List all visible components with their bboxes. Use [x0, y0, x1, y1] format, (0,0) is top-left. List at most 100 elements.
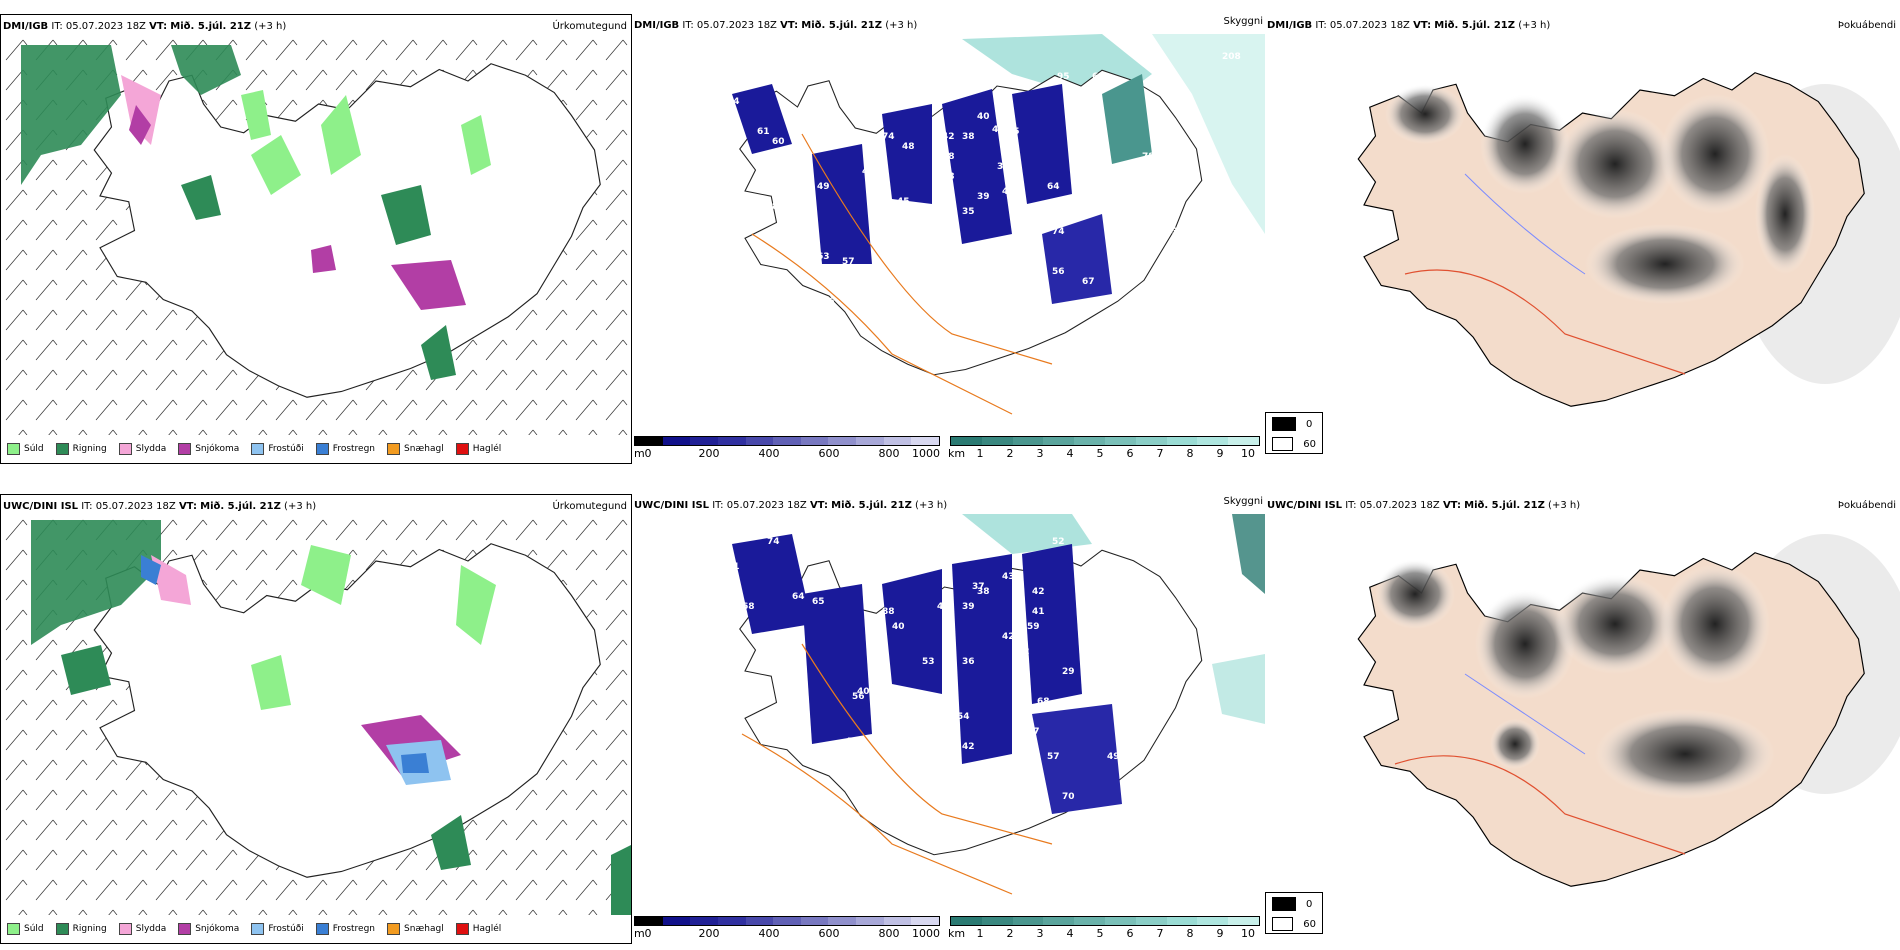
cloud-label: 86 [1187, 167, 1200, 177]
cloud-label: 171 [1027, 307, 1046, 317]
cloud-label: 70 [1062, 792, 1075, 802]
tick-label: 200 [698, 447, 720, 460]
cloud-label: 47 [880, 227, 893, 237]
cloud-label: 84 [1087, 127, 1100, 137]
cloud-label: 38 [1162, 172, 1175, 182]
cloud-label: 74 [767, 537, 780, 547]
cloud-label: 48 [902, 142, 915, 152]
cloud-label: 43 [1002, 187, 1015, 197]
fog-map-bottom [1265, 514, 1900, 914]
cloud-label: 42 [1057, 342, 1070, 352]
cloud-label: 77 [1092, 107, 1105, 117]
colorbar-cell [951, 917, 982, 925]
cloud-label: 40 [942, 617, 955, 627]
tick-label: 6 [1126, 447, 1134, 460]
fog-map-top [1265, 34, 1900, 434]
cloud-label: 38 [997, 162, 1010, 172]
precip-type-heading-bottom: Úrkomutegund [552, 501, 627, 512]
legend-item: Snjókoma [178, 443, 239, 455]
cloud-label: 49 [817, 182, 830, 192]
legend-swatch [178, 923, 192, 935]
cloud-label: 43 [832, 277, 845, 287]
cloud-label: 47 [907, 224, 920, 234]
legend-item: Haglél [455, 443, 501, 455]
fog-title-top: DMI/IGB IT: 05.07.2023 18Z VT: Mið. 5.jú… [1267, 20, 1551, 31]
legend-item: Snæhagl [387, 443, 444, 455]
cloud-label: 54 [957, 712, 970, 722]
colorbar-cell [717, 917, 746, 925]
cloud-label: 35 [962, 207, 975, 217]
colorbar-cell [717, 437, 746, 445]
cloud-base-colorbar-top: m 0 200 400 600 800 1000 [634, 436, 940, 460]
fog-heading-top: Þokuábendi [1837, 20, 1896, 31]
cloud-label: 68 [1092, 72, 1105, 82]
colorbar-cell [911, 437, 940, 445]
unit-km: km [948, 447, 966, 460]
legend-swatch [118, 923, 132, 935]
legend-swatch [251, 443, 265, 455]
tick-label: 800 [878, 447, 900, 460]
fog-swatch [1272, 917, 1294, 931]
colorbar-cell [1228, 437, 1259, 445]
fog-swatch [1272, 417, 1296, 431]
cloud-title-top: DMI/IGB IT: 05.07.2023 18Z VT: Mið. 5.jú… [634, 20, 918, 31]
colorbar-cell [1012, 437, 1044, 445]
unit-km: km [948, 927, 966, 940]
cloud-label: 58 [847, 737, 860, 747]
cloud-labels-bottom: 74 81 68 64 65 88 40 40 39 40 37 43 47 3… [702, 537, 1165, 837]
tick-label: 1 [976, 927, 984, 940]
cloud-label: 29 [1062, 667, 1075, 677]
colorbar-cell [1135, 437, 1167, 445]
cloud-label: 45 [897, 687, 910, 697]
fog-panel-top: DMI/IGB IT: 05.07.2023 18Z VT: Mið. 5.jú… [1265, 14, 1900, 464]
legend-item: Frostúði [251, 443, 304, 455]
cloud-label: 114 [1067, 97, 1086, 107]
legend-swatch [7, 443, 20, 455]
visibility-colorbar-top: km 1 2 3 4 5 6 7 8 9 10 [948, 436, 1260, 460]
visibility-heading-top: Skyggni [1223, 16, 1263, 27]
colorbar-cell [911, 917, 940, 925]
cloud-label: 65 [812, 597, 825, 607]
fog-legend-item: 60 [1266, 913, 1322, 933]
cloud-label: 57 [1047, 752, 1060, 762]
legend-swatch [55, 443, 69, 455]
cloud-label: 56 [1052, 267, 1065, 277]
colorbar-cell [1166, 437, 1198, 445]
tick-label: 5 [1096, 927, 1104, 940]
cloud-label: 43 [792, 242, 805, 252]
colorbar-cell [1197, 917, 1229, 925]
cloud-label: 111 [987, 277, 1006, 287]
cloud-label: 40 [937, 602, 950, 612]
legend-item: Súld [7, 923, 44, 935]
cloud-label: 53 [922, 657, 935, 667]
cloud-label: 57 [842, 257, 855, 267]
legend-item: Snjókoma [178, 923, 239, 935]
colorbar-cell [690, 437, 718, 445]
tick-label: 5 [1096, 447, 1104, 460]
tick-label: 10 [1241, 927, 1255, 940]
tick-label: 400 [758, 447, 780, 460]
cloud-label: 56 [987, 257, 1000, 267]
tick-label: 400 [758, 927, 780, 940]
tick-label: 9 [1216, 927, 1224, 940]
tick-label: 7 [1156, 927, 1164, 940]
cloud-label: 36 [822, 297, 835, 307]
cloud-label: 59 [792, 722, 805, 732]
cloud-label: 55 [1152, 607, 1165, 617]
cloud-label: 63 [817, 252, 830, 262]
tick-label: 1 [976, 447, 984, 460]
colorbar-cell [1043, 917, 1075, 925]
cloud-labels-top: 74 84 81 61 60 48 74 43 42 38 40 45 38 4… [722, 52, 1241, 367]
cloud-label: 45 [897, 197, 910, 207]
cloud-label: 40 [892, 622, 905, 632]
cloud-label: 88 [882, 607, 895, 617]
precip-panel-top: DMI/IGB IT: 05.07.2023 18Z VT: Mið. 5.jú… [0, 14, 632, 464]
cloud-label: 42 [962, 742, 975, 752]
tick-label: 4 [1066, 447, 1074, 460]
cloud-label: 37 [972, 582, 985, 592]
precip-type-heading-top: Úrkomutegund [552, 21, 627, 32]
cloud-label: 30 [1057, 357, 1070, 367]
cloud-label: 39 [1092, 587, 1105, 597]
colorbar-cell [883, 437, 912, 445]
tick-label: 0 [644, 447, 652, 460]
